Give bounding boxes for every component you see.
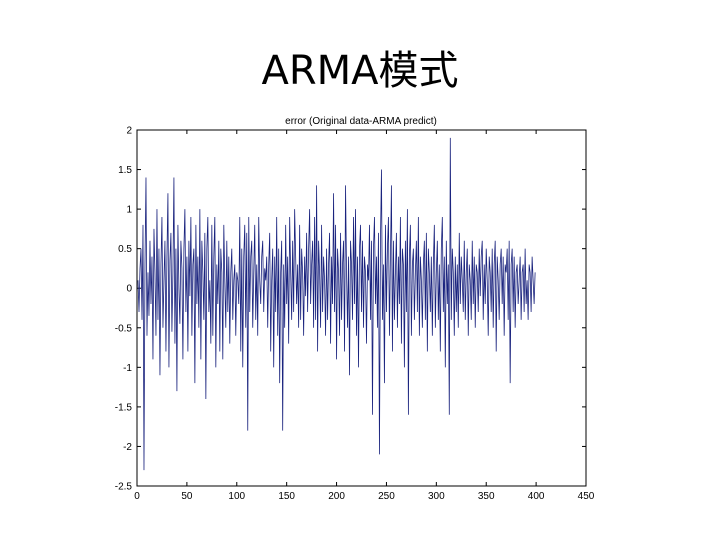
x-tick-label: 300 bbox=[428, 491, 445, 502]
y-tick-label: -2 bbox=[123, 442, 132, 453]
x-tick-label: 350 bbox=[478, 491, 495, 502]
y-tick-label: -0.5 bbox=[115, 323, 133, 334]
y-tick-label: -1 bbox=[123, 363, 132, 374]
y-tick-label: 2 bbox=[126, 126, 132, 137]
x-tick-label: 400 bbox=[528, 491, 545, 502]
y-tick-label: 0.5 bbox=[118, 244, 132, 255]
x-axis: 0 50 100 150 200 250 300 350 400 450 bbox=[134, 130, 595, 502]
x-tick-label: 150 bbox=[278, 491, 295, 502]
x-tick-label: 0 bbox=[134, 491, 140, 502]
y-tick-label: 1 bbox=[126, 205, 132, 216]
y-tick-label: -1.5 bbox=[115, 402, 133, 413]
y-tick-label: 0 bbox=[126, 284, 132, 295]
slide-title: ARMA模式 bbox=[261, 48, 459, 94]
x-tick-label: 250 bbox=[378, 491, 395, 502]
x-tick-label: 200 bbox=[328, 491, 345, 502]
x-tick-label: 100 bbox=[228, 491, 245, 502]
error-series-line bbox=[137, 137, 536, 471]
chart-title: error (Original data-ARMA predict) bbox=[285, 116, 437, 127]
x-tick-label: 450 bbox=[578, 491, 595, 502]
x-tick-label: 50 bbox=[181, 491, 193, 502]
y-tick-label: -2.5 bbox=[115, 482, 133, 493]
y-tick-label: 1.5 bbox=[118, 165, 132, 176]
y-axis: 2 1.5 1 0.5 0 -0.5 -1 -1.5 -2 -2.5 bbox=[115, 126, 586, 493]
